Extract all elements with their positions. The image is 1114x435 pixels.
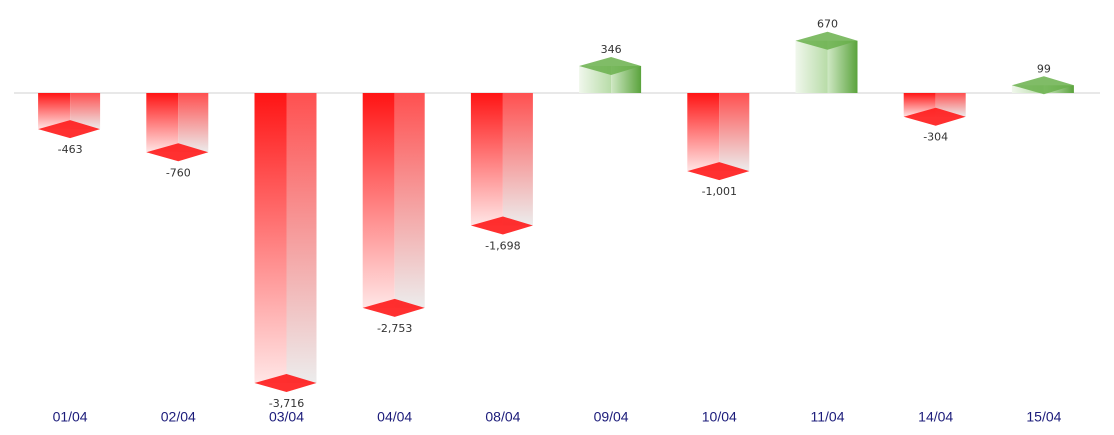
value-label: 99	[1037, 62, 1051, 75]
x-tick-label: 02/04	[161, 409, 196, 425]
bar-cap	[579, 56, 642, 75]
bar-side	[286, 93, 317, 383]
value-label: -1,698	[485, 240, 520, 253]
bar-side	[719, 93, 750, 172]
bar-side	[394, 93, 425, 308]
bar-cap	[1011, 76, 1074, 95]
bar-front	[254, 93, 287, 383]
bar-front	[362, 93, 395, 308]
bar-side	[502, 93, 533, 226]
bar-front	[687, 93, 720, 172]
bar-cap	[903, 107, 966, 126]
x-tick-label: 09/04	[594, 409, 629, 425]
value-label: -463	[58, 143, 83, 156]
x-tick-label: 08/04	[485, 409, 520, 425]
bar-front	[146, 93, 179, 153]
x-tick-label: 10/04	[702, 409, 737, 425]
value-label: 670	[817, 18, 838, 31]
x-tick-label: 01/04	[53, 409, 88, 425]
bar-side	[178, 93, 209, 153]
bar-front	[470, 93, 503, 226]
value-label: -3,716	[269, 397, 304, 410]
value-label: 346	[601, 43, 622, 56]
bar-cap	[470, 216, 533, 235]
x-tick-label: 11/04	[811, 409, 845, 425]
bar-cap	[795, 31, 858, 50]
bar-cap	[38, 120, 101, 139]
bar-side	[827, 40, 858, 93]
value-label: -304	[923, 131, 948, 144]
x-tick-label: 15/04	[1026, 409, 1061, 425]
value-label: -760	[166, 166, 191, 179]
bar-cap	[687, 162, 750, 181]
bar-cap	[362, 298, 425, 317]
x-tick-label: 03/04	[269, 409, 304, 425]
bar-cap	[254, 374, 317, 392]
value-label: -2,753	[377, 322, 412, 335]
bar-cap	[146, 143, 209, 162]
bar-front	[795, 40, 828, 93]
value-label: -1,001	[702, 185, 737, 198]
x-tick-label: 04/04	[377, 409, 412, 425]
x-tick-label: 14/04	[918, 409, 953, 425]
